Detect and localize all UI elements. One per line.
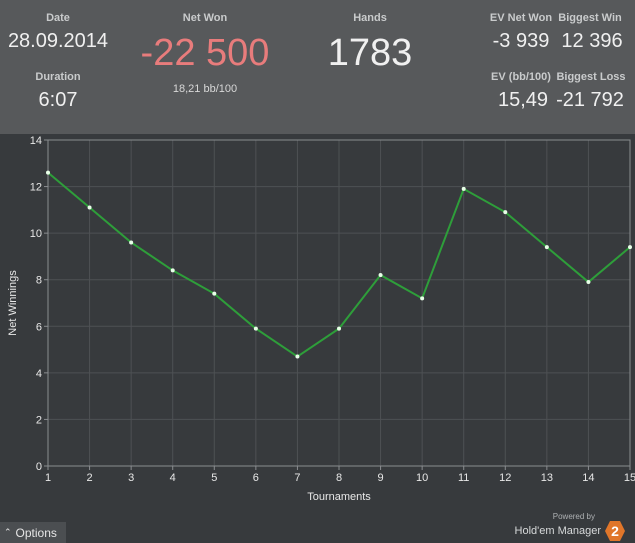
data-point xyxy=(295,354,300,359)
options-label: Options xyxy=(15,525,57,540)
data-point xyxy=(212,291,217,296)
x-tick-label: 10 xyxy=(416,472,428,484)
data-point xyxy=(253,326,258,331)
y-tick-label: 0 xyxy=(36,461,42,473)
chart-grid xyxy=(47,139,631,467)
ev-bb-value: 15,49 xyxy=(497,89,549,111)
data-point xyxy=(337,326,341,331)
y-tick-label: 6 xyxy=(36,321,42,333)
brand-badge-icon: 2 xyxy=(605,521,625,541)
x-axis-label: Tournaments xyxy=(307,491,371,503)
x-tick-label: 5 xyxy=(211,472,217,484)
data-point xyxy=(461,186,466,191)
data-point xyxy=(586,280,591,285)
data-point xyxy=(420,296,425,301)
y-tick-label: 4 xyxy=(36,368,42,380)
biggest-win-value: 12 396 xyxy=(561,30,623,52)
chevron-up-icon: ⌃ xyxy=(4,527,12,537)
y-axis-label: Net Winnings xyxy=(7,270,19,336)
net-won-value: -22 500 xyxy=(140,32,270,74)
biggest-win-label: Biggest Win xyxy=(558,12,622,24)
options-button[interactable]: ⌃ Options xyxy=(0,522,66,543)
duration-value: 6:07 xyxy=(38,89,78,111)
data-point xyxy=(129,240,134,245)
net-won-bb-per-100: 18,21 bb/100 xyxy=(172,83,238,95)
data-point xyxy=(170,268,175,273)
brand-logo: Powered by Hold'em Manager 2 xyxy=(515,512,625,541)
x-tick-label: 7 xyxy=(294,472,300,484)
ev-net-won-label: EV Net Won xyxy=(489,12,553,24)
y-axis-ticks: 0 2 4 6 8 10 12 14 xyxy=(30,135,48,473)
y-tick-label: 12 xyxy=(30,182,42,194)
x-tick-label: 8 xyxy=(336,472,342,484)
x-tick-label: 3 xyxy=(128,472,134,484)
net-won-label: Net Won xyxy=(182,12,228,24)
x-tick-label: 12 xyxy=(499,472,511,484)
y-tick-label: 10 xyxy=(30,228,42,240)
x-tick-label: 2 xyxy=(87,472,93,484)
stats-panel: Date 28.09.2014 Duration 6:07 Net Won -2… xyxy=(0,0,635,134)
hands-value: 1783 xyxy=(327,32,413,74)
x-tick-label: 15 xyxy=(624,472,635,484)
x-tick-label: 14 xyxy=(582,472,594,484)
ev-bb-label: EV (bb/100) xyxy=(491,71,551,83)
x-axis-ticks: 1 2 3 4 5 6 7 8 9 10 11 12 13 14 15 xyxy=(45,466,635,484)
y-tick-label: 2 xyxy=(36,414,42,426)
data-point xyxy=(46,170,50,175)
x-tick-label: 4 xyxy=(170,472,176,484)
x-tick-label: 13 xyxy=(541,472,553,484)
date-value: 28.09.2014 xyxy=(7,30,109,52)
x-tick-label: 11 xyxy=(458,472,469,484)
data-point xyxy=(87,205,92,210)
x-tick-label: 1 xyxy=(45,472,51,484)
biggest-loss-label: Biggest Loss xyxy=(556,71,626,83)
y-tick-label: 14 xyxy=(30,135,42,147)
y-tick-label: 8 xyxy=(36,275,42,287)
date-label: Date xyxy=(46,12,70,24)
duration-label: Duration xyxy=(35,71,81,83)
data-point xyxy=(378,273,383,278)
x-tick-label: 6 xyxy=(253,472,259,484)
data-point xyxy=(628,245,632,250)
powered-by-text: Powered by xyxy=(552,512,595,521)
biggest-loss-value: -21 792 xyxy=(556,89,624,111)
data-point xyxy=(544,245,549,250)
x-tick-label: 9 xyxy=(378,472,384,484)
hands-label: Hands xyxy=(353,12,387,24)
brand-name: Hold'em Manager xyxy=(514,525,601,537)
data-points xyxy=(46,170,632,359)
ev-net-won-value: -3 939 xyxy=(492,30,550,52)
data-point xyxy=(503,210,508,215)
